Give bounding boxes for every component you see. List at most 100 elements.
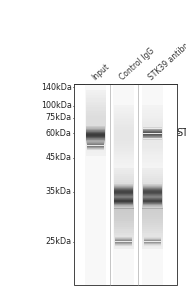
Bar — [114, 202, 133, 203]
Bar — [74, 84, 177, 285]
Bar — [114, 151, 134, 152]
Bar — [114, 192, 134, 194]
Bar — [142, 167, 163, 168]
Bar — [114, 196, 133, 197]
Text: Control IgG: Control IgG — [118, 47, 156, 82]
Bar — [114, 185, 133, 186]
Bar — [114, 190, 133, 191]
Bar — [142, 127, 163, 129]
Bar — [86, 115, 106, 116]
Bar — [143, 202, 162, 203]
Bar — [86, 145, 106, 146]
Bar — [114, 200, 133, 201]
Bar — [142, 146, 163, 148]
Text: 140kDa: 140kDa — [41, 82, 72, 91]
Bar — [114, 203, 133, 204]
Bar — [143, 203, 162, 204]
Bar — [142, 132, 163, 133]
Bar — [142, 198, 163, 200]
Bar — [142, 243, 163, 245]
Bar — [114, 176, 134, 178]
Bar — [86, 126, 105, 127]
Bar — [87, 147, 104, 148]
Bar — [86, 120, 106, 122]
Bar — [142, 180, 163, 182]
Bar — [114, 205, 134, 206]
Bar — [86, 138, 105, 139]
Bar — [114, 154, 134, 155]
Bar — [114, 124, 134, 125]
Bar — [142, 192, 163, 194]
Bar — [143, 193, 162, 194]
Bar — [142, 188, 163, 190]
Bar — [114, 198, 134, 200]
Bar — [143, 131, 162, 132]
Bar — [142, 162, 163, 163]
Bar — [86, 130, 105, 131]
Bar — [142, 223, 163, 225]
Bar — [114, 186, 134, 188]
Bar — [114, 149, 134, 151]
Bar — [114, 196, 134, 198]
Bar — [142, 119, 163, 121]
Bar — [142, 121, 163, 122]
Bar — [86, 95, 106, 97]
Bar — [86, 112, 106, 113]
Bar — [114, 202, 133, 203]
Bar — [143, 189, 162, 190]
Bar — [114, 211, 134, 212]
Bar — [114, 172, 134, 174]
Bar — [86, 100, 106, 101]
Bar — [114, 118, 134, 119]
Bar — [142, 130, 163, 132]
Bar — [86, 149, 106, 151]
Bar — [142, 208, 163, 211]
Bar — [142, 111, 163, 113]
Bar — [86, 125, 106, 126]
Bar — [87, 144, 104, 145]
Bar — [143, 185, 162, 186]
Bar — [86, 116, 106, 118]
Bar — [86, 142, 105, 143]
Bar — [114, 122, 134, 124]
Bar — [114, 196, 133, 197]
Bar — [114, 195, 133, 196]
Bar — [114, 196, 133, 197]
Bar — [115, 238, 132, 239]
Bar — [114, 193, 133, 194]
Bar — [143, 184, 162, 185]
Bar — [86, 136, 105, 137]
Bar — [114, 214, 134, 217]
Bar — [114, 220, 134, 223]
Bar — [114, 140, 134, 141]
Bar — [86, 92, 106, 93]
Bar — [114, 195, 133, 196]
Bar — [142, 84, 163, 285]
Bar — [86, 126, 106, 128]
Bar — [86, 130, 106, 131]
Bar — [114, 212, 134, 214]
Bar — [143, 196, 162, 197]
Bar — [114, 113, 134, 114]
Bar — [86, 113, 106, 115]
Bar — [114, 106, 134, 108]
Bar — [114, 163, 134, 165]
Bar — [86, 138, 106, 140]
Bar — [115, 237, 132, 238]
Bar — [143, 196, 162, 197]
Bar — [142, 247, 163, 249]
Bar — [114, 133, 134, 135]
Bar — [142, 174, 163, 176]
Bar — [114, 192, 133, 193]
Bar — [114, 110, 134, 111]
Bar — [143, 201, 162, 202]
Bar — [114, 200, 134, 202]
Bar — [142, 143, 163, 144]
Bar — [142, 231, 163, 233]
Bar — [142, 225, 163, 227]
Bar — [142, 108, 163, 110]
Bar — [114, 168, 134, 170]
Bar — [114, 105, 134, 106]
Bar — [143, 139, 162, 140]
Bar — [87, 146, 104, 147]
